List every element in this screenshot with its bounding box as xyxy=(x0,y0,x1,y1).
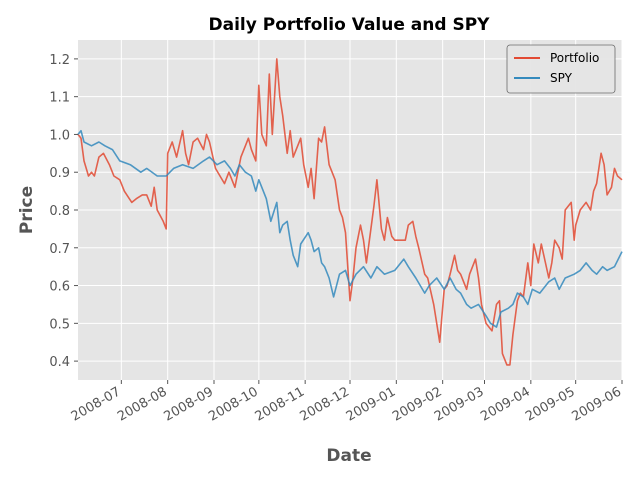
series-line-portfolio xyxy=(77,58,623,366)
legend-label-spy: SPY xyxy=(550,71,573,85)
y-tick-label: 1.1 xyxy=(49,91,70,106)
y-tick-label: 1.2 xyxy=(49,53,70,68)
series-lines xyxy=(77,58,623,366)
y-tick-label: 0.5 xyxy=(49,317,70,332)
x-tick-label: 2009-06 xyxy=(569,384,624,424)
x-tick-label: 2008-09 xyxy=(161,384,216,424)
y-tick-labels: 0.4 0.5 0.6 0.7 0.8 0.9 1.0 1.1 1.2 xyxy=(49,53,78,370)
y-tick-label: 0.7 xyxy=(49,242,70,257)
x-tick-labels: 2008-072008-082008-092008-102008-112008-… xyxy=(69,380,624,425)
x-tick-label: 2008-11 xyxy=(253,384,308,424)
y-tick-label: 0.9 xyxy=(49,166,70,181)
x-tick-label: 2008-12 xyxy=(297,384,352,424)
x-tick-label: 2008-10 xyxy=(206,384,261,424)
y-tick-label: 0.4 xyxy=(49,355,70,370)
y-tick-label: 0.8 xyxy=(49,204,70,219)
legend: Portfolio SPY xyxy=(506,44,616,94)
x-tick-label: 2008-07 xyxy=(69,384,124,424)
chart-title: Daily Portfolio Value and SPY xyxy=(209,15,491,35)
y-tick-label: 1.0 xyxy=(49,128,70,143)
y-tick-label: 0.6 xyxy=(49,280,70,295)
legend-label-portfolio: Portfolio xyxy=(550,51,599,65)
x-axis-label: Date xyxy=(326,446,371,466)
x-tick-label: 2009-05 xyxy=(523,384,578,424)
x-tick-label: 2009-01 xyxy=(344,384,399,424)
x-tick-label: 2008-08 xyxy=(115,384,170,424)
x-gridlines xyxy=(120,40,623,380)
y-axis-label: Price xyxy=(17,186,37,234)
x-tick-label: 2009-04 xyxy=(478,384,533,424)
series-line-spy xyxy=(77,129,623,328)
